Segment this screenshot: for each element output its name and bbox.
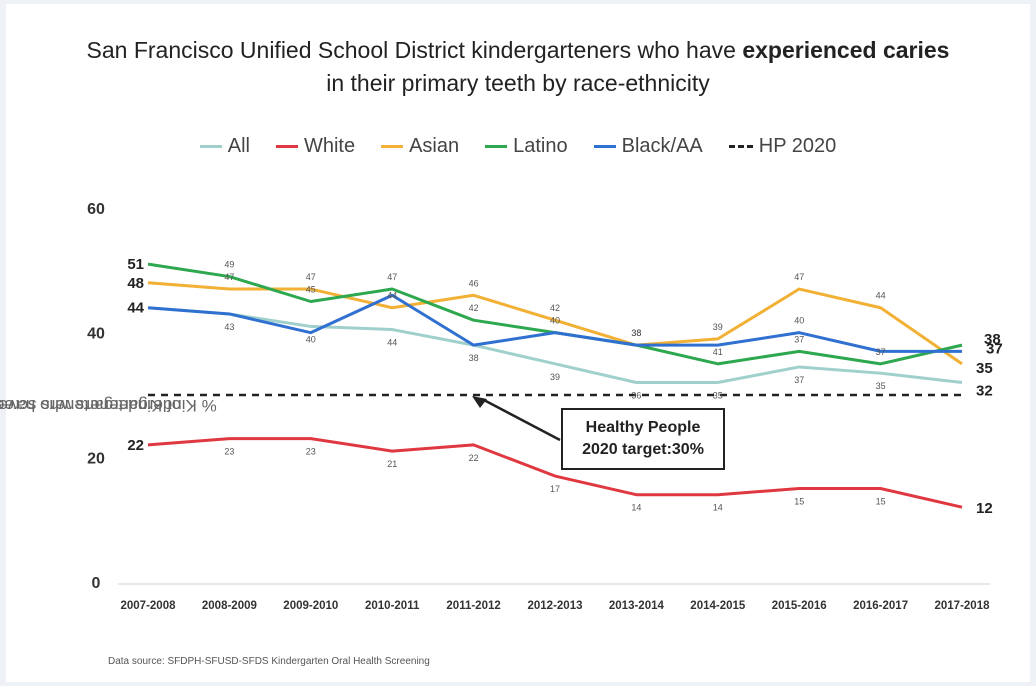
data-label-black-aa: 40 xyxy=(794,316,804,326)
y-tick-label: 0 xyxy=(92,575,101,592)
chart-title-line2: in their primary teeth by race-ethnicity xyxy=(326,70,710,96)
data-label-white: 21 xyxy=(387,459,397,469)
chart-title-bold: experienced caries xyxy=(742,37,950,63)
data-label-latino: 40 xyxy=(550,316,560,326)
annotation-arrow-line xyxy=(481,397,561,442)
annotation-line2: 2020 target:30% xyxy=(582,441,704,458)
legend-item-white: White xyxy=(275,134,356,158)
legend-item-black-aa: Black/AA xyxy=(593,134,703,158)
data-label-white: 14 xyxy=(631,503,641,513)
data-label-white: 15 xyxy=(876,497,886,507)
y-tick-label: 40 xyxy=(87,326,105,343)
source-note: Data source: SFDPH-SFUSD-SFDS Kindergart… xyxy=(108,656,430,667)
legend-swatch-latino xyxy=(485,144,508,148)
data-label-latino: 41 xyxy=(713,347,723,357)
series-line-latino xyxy=(147,262,963,366)
legend-swatch-hp2020 xyxy=(728,144,753,148)
series-line-asian xyxy=(147,281,963,366)
chart-legend: All White Asian Latino Black/AA HP 2020 xyxy=(0,132,1036,160)
x-tick-label: 2016-2017 xyxy=(853,600,908,612)
data-label-white: 23 xyxy=(306,447,316,457)
annotation-box: Healthy People 2020 target:30% xyxy=(561,408,725,470)
x-tick-label: 2017-2018 xyxy=(935,600,991,612)
data-label-latino: 42 xyxy=(469,303,479,313)
x-tick-label: 2015-2016 xyxy=(772,600,827,612)
data-label-latino: 45 xyxy=(306,285,316,295)
data-label-latino: 38 xyxy=(631,328,641,338)
data-label-asian: 47 xyxy=(794,272,804,282)
data-label-all: 37 xyxy=(794,375,804,385)
data-label-asian: 44 xyxy=(876,291,886,301)
data-label-all: 36 xyxy=(631,391,641,401)
legend-swatch-all xyxy=(199,144,222,148)
series-line-all xyxy=(147,306,963,385)
data-label-white: 12 xyxy=(976,500,993,517)
x-tick-label: 2009-2010 xyxy=(283,600,338,612)
chart-title: San Francisco Unified School District ki… xyxy=(86,37,950,96)
data-label-white: 15 xyxy=(794,497,804,507)
legend-item-hp2020: HP 2020 xyxy=(728,134,837,158)
data-label-all: 44 xyxy=(387,338,397,348)
data-label-asian: 46 xyxy=(469,278,479,288)
x-tick-label: 2011-2012 xyxy=(446,600,500,612)
legend-item-all: All xyxy=(199,134,250,158)
legend-swatch-black-aa xyxy=(593,144,616,148)
data-label-white: 14 xyxy=(713,503,723,513)
annotation-line1: Healthy People xyxy=(585,419,701,436)
legend-label-hp2020: HP 2020 xyxy=(758,134,837,157)
chart-frame xyxy=(6,4,1030,682)
data-label-white: 22 xyxy=(127,437,144,454)
legend-item-latino: Latino xyxy=(485,135,568,158)
data-label-latino: 47 xyxy=(387,272,397,282)
data-label-white: 17 xyxy=(550,484,560,494)
data-label-latino: 51 xyxy=(127,256,144,273)
x-tick-label: 2013-2014 xyxy=(609,600,665,612)
data-label-asian: 47 xyxy=(224,272,234,282)
data-label-all: 35 xyxy=(713,391,723,401)
data-label-all: 35 xyxy=(876,381,886,391)
data-label-all: 43 xyxy=(224,322,234,332)
data-label-asian: 35 xyxy=(976,360,993,377)
data-label-all: 39 xyxy=(550,372,560,382)
data-label-latino: 37 xyxy=(794,334,804,344)
data-label-white: 23 xyxy=(224,447,234,457)
series-line-white xyxy=(147,437,963,509)
data-label-asian: 38 xyxy=(631,328,641,338)
legend-swatch-asian xyxy=(381,144,404,148)
data-label-all: 40 xyxy=(306,334,316,344)
x-tick-label: 2008-2009 xyxy=(202,600,257,612)
x-tick-label: 2010-2011 xyxy=(365,600,420,612)
legend-swatch-white xyxy=(275,144,298,148)
data-label-asian: 48 xyxy=(127,275,144,292)
y-tick-label: 20 xyxy=(87,450,105,467)
data-label-asian: 39 xyxy=(713,322,723,332)
data-label-white: 22 xyxy=(469,453,479,463)
data-label-latino: 38 xyxy=(984,331,1001,348)
data-label-black-aa: 44 xyxy=(127,300,144,317)
legend-label-black-aa: Black/AA xyxy=(621,134,703,157)
x-tick-label: 2014-2015 xyxy=(690,600,746,612)
data-label-all: 32 xyxy=(976,383,993,400)
legend-label-white: White xyxy=(303,134,356,157)
legend-label-all: All xyxy=(227,134,250,157)
data-label-all: 38 xyxy=(469,353,479,363)
data-label-latino: 49 xyxy=(224,260,234,270)
y-tick-label: 60 xyxy=(87,201,105,218)
legend-label-latino: Latino xyxy=(513,134,568,157)
x-tick-label: 2007-2008 xyxy=(121,600,177,612)
x-tick-label: 2012-2013 xyxy=(528,600,583,612)
annotation-arrow-head xyxy=(472,396,487,408)
data-label-latino: 37 xyxy=(876,347,886,357)
series-line-black-aa xyxy=(147,293,962,353)
data-label-asian: 47 xyxy=(306,272,316,282)
data-label-asian: 42 xyxy=(550,303,560,313)
legend-label-asian: Asian xyxy=(409,134,460,157)
legend-item-asian: Asian xyxy=(381,135,459,158)
data-label-black-aa: 37 xyxy=(986,340,1003,357)
data-label-asian: 44 xyxy=(387,291,397,301)
